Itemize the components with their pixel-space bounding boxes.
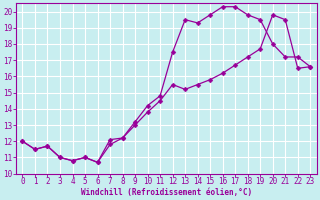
X-axis label: Windchill (Refroidissement éolien,°C): Windchill (Refroidissement éolien,°C) (81, 188, 252, 197)
